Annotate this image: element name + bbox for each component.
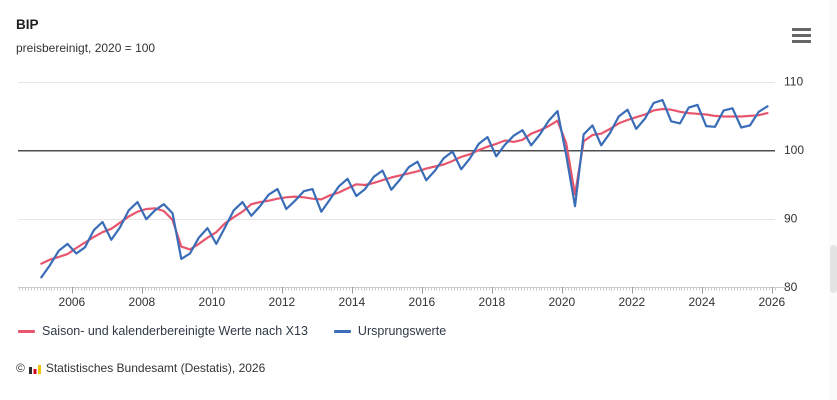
y-axis-tick-label: 90 [784,212,798,226]
x-axis-tick-label: 2026 [758,295,785,309]
x-axis-tick-label: 2006 [59,295,86,309]
x-axis-tick-label: 2022 [619,295,646,309]
legend-label: Saison- und kalenderbereinigte Werte nac… [42,324,308,338]
source-credit-link[interactable]: © Statistisches Bundesamt (Destatis), 20… [16,361,265,375]
x-axis-tick-label: 2016 [409,295,436,309]
x-axis-tick-label: 2014 [339,295,366,309]
x-axis-tick-label: 2024 [689,295,716,309]
x-axis-tick-label: 2018 [479,295,506,309]
vertical-scrollbar-thumb[interactable] [830,245,837,293]
copyright-symbol: © [16,361,25,375]
y-axis-tick-label: 80 [784,280,798,294]
hamburger-icon [792,40,811,43]
destatis-barchart-logo-icon [28,365,41,374]
hamburger-icon [792,28,811,31]
legend: Saison- und kalenderbereinigte Werte nac… [18,324,446,338]
x-axis-tick-label: 2008 [129,295,156,309]
legend-item-adjusted[interactable]: Saison- und kalenderbereinigte Werte nac… [18,324,308,338]
series-line-original[interactable] [40,98,769,279]
y-axis-tick-label: 100 [784,143,804,157]
hamburger-icon [792,34,811,37]
legend-item-original[interactable]: Ursprungswerte [333,324,447,338]
x-axis-tick-label: 2012 [269,295,296,309]
legend-label: Ursprungswerte [357,324,447,338]
chart-context-menu-button[interactable] [792,28,811,43]
chart-subtitle: preisbereinigt, 2020 = 100 [16,41,156,55]
legend-marker-adjusted-line [18,329,35,333]
legend-marker-original-line [333,329,351,333]
chart-header: BIP preisbereinigt, 2020 = 100 [16,16,155,58]
source-credit-text: Statistisches Bundesamt (Destatis), 2026 [45,361,266,375]
x-axis-tick-label: 2010 [199,295,226,309]
y-axis-tick-label: 110 [784,75,803,89]
plot-area: 80 90 100 110 2006 2008 2010 2012 2014 2016 2018 20… [18,75,804,309]
chart-title: BIP [16,17,39,32]
series-line-adjusted[interactable] [40,107,769,265]
vertical-scrollbar-track [829,0,837,400]
x-axis-tick-label: 2020 [549,295,576,309]
